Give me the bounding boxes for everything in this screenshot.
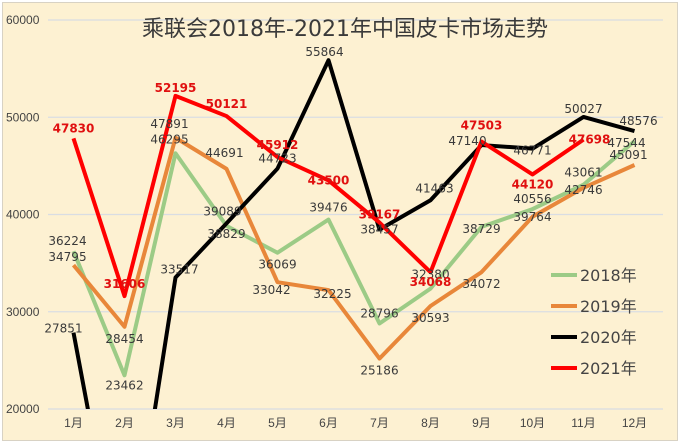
y-tick-label: 40000 [6, 208, 40, 222]
data-label: 41463 [415, 181, 453, 195]
data-label: 44120 [512, 177, 554, 191]
x-tick-label: 10月 [520, 416, 545, 430]
data-label: 32225 [313, 287, 351, 301]
data-label: 40556 [513, 192, 551, 206]
x-tick-label: 11月 [571, 416, 595, 430]
data-label: 32380 [411, 268, 449, 282]
data-label: 45091 [609, 148, 647, 162]
data-label: 36224 [48, 234, 86, 248]
x-tick-label: 6月 [319, 416, 338, 430]
data-label: 47503 [461, 119, 503, 133]
data-label: 36069 [258, 258, 296, 272]
legend-item-label: 2021年 [580, 359, 637, 378]
data-label: 25186 [360, 364, 398, 378]
data-label: 46295 [150, 132, 188, 146]
data-label: 34068 [410, 275, 452, 289]
x-tick-label: 8月 [421, 416, 440, 430]
data-label: 43500 [308, 173, 350, 187]
data-label: 55864 [305, 45, 343, 59]
data-label: 47830 [53, 121, 95, 135]
y-tick-label: 30000 [6, 305, 40, 319]
series-line-2021年 [71, 93, 585, 299]
series-line-2020年 [71, 58, 636, 409]
x-tick-label: 9月 [472, 416, 491, 430]
data-label: 33042 [252, 283, 290, 297]
legend-item-label: 2019年 [580, 297, 637, 316]
data-label: 50121 [206, 97, 248, 111]
data-label: 34795 [48, 250, 86, 264]
data-label: 43061 [564, 166, 602, 180]
data-label: 27851 [44, 322, 82, 336]
data-label: 28796 [360, 306, 398, 320]
data-label: 42746 [564, 183, 602, 197]
data-label: 50027 [564, 102, 602, 116]
data-label: 52195 [155, 81, 197, 95]
data-label: 38457 [360, 223, 398, 237]
x-tick-label: 2月 [115, 416, 134, 430]
data-label: 44691 [205, 146, 243, 160]
legend-item-label: 2018年 [580, 266, 637, 285]
data-label: 31606 [104, 277, 146, 291]
series-line-2019年 [71, 135, 636, 361]
legend-item-label: 2020年 [580, 328, 637, 347]
data-label: 44723 [258, 152, 296, 166]
x-tick-label: 4月 [217, 416, 236, 430]
y-tick-label: 20000 [6, 402, 40, 416]
data-label: 39089 [203, 204, 241, 218]
data-label: 34072 [462, 277, 500, 291]
data-label: 45912 [257, 138, 299, 152]
y-tick-label: 50000 [6, 110, 40, 124]
data-label: 46771 [513, 144, 551, 158]
data-label: 47544 [607, 136, 645, 150]
data-label: 47140 [448, 134, 486, 148]
data-label: 38829 [207, 227, 245, 241]
chart-title: 乘联会2018年-2021年中国皮卡市场走势 [142, 17, 548, 42]
data-label: 38729 [462, 222, 500, 236]
data-label: 33517 [160, 263, 198, 277]
data-label: 39167 [359, 208, 401, 222]
data-label: 47698 [569, 133, 611, 147]
data-label: 39476 [309, 201, 347, 215]
x-tick-label: 3月 [166, 416, 185, 430]
x-tick-label: 5月 [268, 416, 287, 430]
data-label: 47891 [150, 117, 188, 131]
data-label: 48576 [619, 114, 657, 128]
series-line-2018年 [71, 139, 636, 378]
y-tick-label: 60000 [6, 13, 40, 27]
data-label: 39764 [513, 210, 551, 224]
data-label: 23462 [105, 378, 143, 392]
x-tick-label: 1月 [64, 416, 83, 430]
x-tick-label: 12月 [622, 416, 647, 430]
x-tick-label: 7月 [370, 416, 389, 430]
data-label: 30593 [411, 311, 449, 325]
data-label: 28454 [105, 332, 143, 346]
